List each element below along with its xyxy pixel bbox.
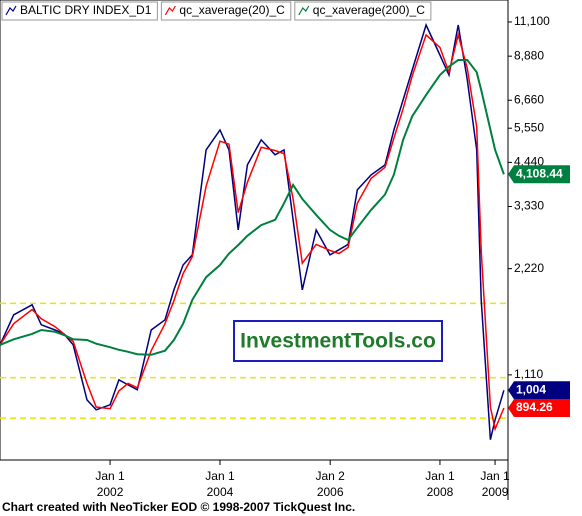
y-tick-label: 5,550 <box>514 120 544 134</box>
legend-box <box>1 1 158 21</box>
x-tick-label: Jan 1 2004 <box>205 469 235 499</box>
legend-swatch <box>5 5 17 16</box>
value-label: 1,004 <box>516 382 546 396</box>
watermark: InvestmentTools.co <box>240 330 436 353</box>
series-line <box>0 59 505 356</box>
legend-label: qc_xaverage(200)_C <box>313 3 425 17</box>
y-tick-label: 8,880 <box>514 48 544 62</box>
value-label: 894.26 <box>516 400 553 414</box>
x-tick-label: Jan 2 2006 <box>316 469 346 499</box>
watermark-box <box>233 320 443 362</box>
value-label-box <box>508 381 570 400</box>
x-tick-label: Jan 1 2009 <box>480 469 510 499</box>
value-label-group: 894.26 <box>508 399 570 418</box>
y-tick-label: 6,660 <box>514 92 544 106</box>
legend-box <box>294 1 432 21</box>
x-tick-label: Jan 1 2008 <box>425 469 455 499</box>
y-tick-label: 11,100 <box>514 14 550 28</box>
legend-box <box>160 1 292 21</box>
y-tick-label: 1,110 <box>514 367 543 381</box>
legend-item: qc_xaverage(200)_C <box>294 1 432 21</box>
value-label-group: 1,004 <box>508 381 570 400</box>
value-label-box <box>508 399 570 418</box>
y-tick-label: 2,220 <box>514 261 544 275</box>
y-tick-label: 4,440 <box>514 155 544 169</box>
y-tick-label: 3,330 <box>514 199 544 213</box>
series-line <box>0 31 505 432</box>
legend-item: qc_xaverage(20)_C <box>160 1 292 21</box>
series-line <box>0 22 505 440</box>
legend-label: qc_xaverage(20)_C <box>179 3 285 17</box>
legend-swatch <box>164 5 176 16</box>
value-label-group: 4,108.44 <box>508 165 570 184</box>
x-tick-label: Jan 1 2002 <box>95 469 125 499</box>
legend-label: BALTIC DRY INDEX_D1 <box>20 3 152 17</box>
legend-item: BALTIC DRY INDEX_D1 <box>1 1 158 21</box>
legend-swatch <box>298 5 310 16</box>
value-label: 4,108.44 <box>516 166 563 180</box>
value-label-box <box>508 165 570 184</box>
footer: Chart created with NeoTicker EOD © 1998-… <box>2 500 355 514</box>
